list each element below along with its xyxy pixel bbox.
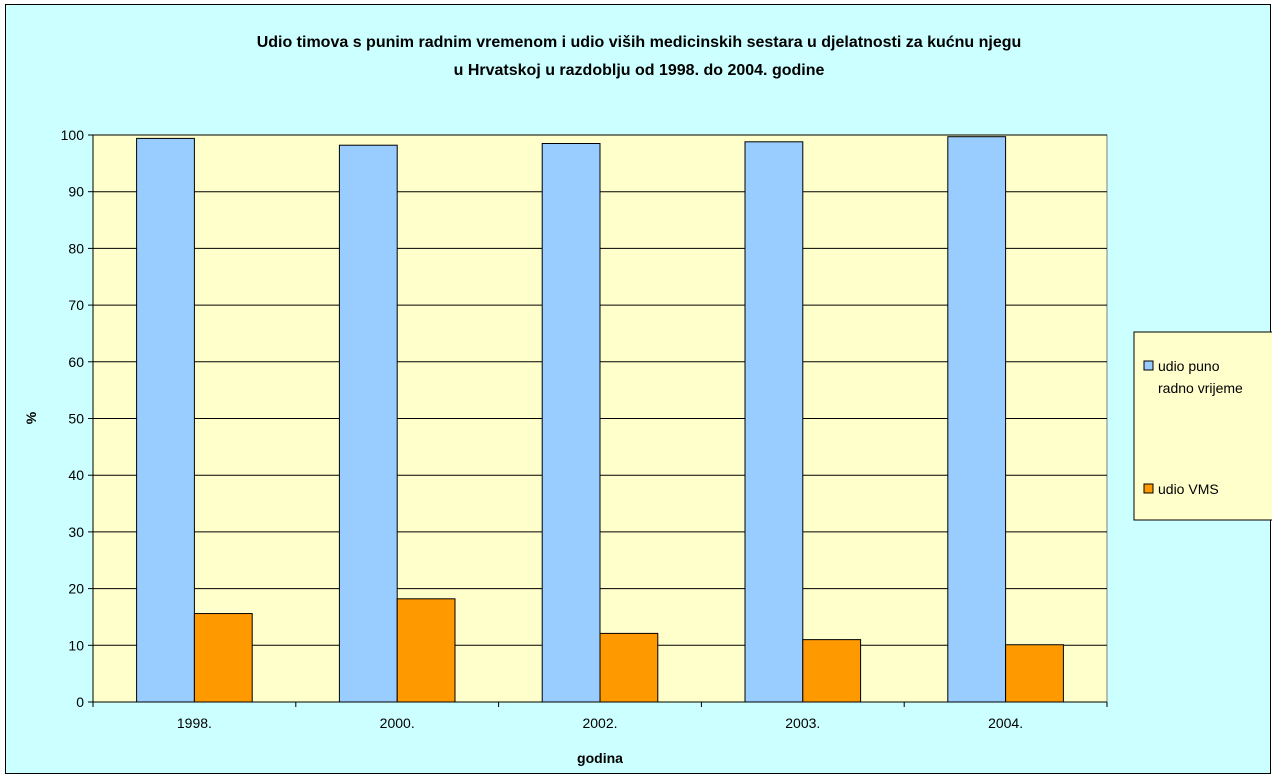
y-tick-label: 100 <box>61 127 85 143</box>
y-tick-label: 80 <box>68 240 84 256</box>
y-tick-label: 90 <box>68 184 84 200</box>
bar-series-1-4 <box>947 136 1007 703</box>
x-tick-label: 2003. <box>785 715 820 731</box>
x-tick-label: 2000. <box>380 715 415 731</box>
legend-label-series-1-line-1: udio puno <box>1158 358 1220 374</box>
x-tick-label: 2004. <box>988 715 1023 731</box>
bar-series-2-0 <box>193 613 253 703</box>
legend-label-series-1-line-2: radno vrijeme <box>1158 380 1243 396</box>
bar-series-1-1 <box>338 144 398 703</box>
bar-series-1-0 <box>136 137 195 703</box>
chart-title-line-2: u Hrvatskoj u razdoblju od 1998. do 2004… <box>454 62 825 79</box>
y-tick-label: 0 <box>76 694 84 710</box>
x-tick-label: 2002. <box>582 715 617 731</box>
y-tick-label: 40 <box>68 467 84 483</box>
x-tick-labels: 1998. 2000. 2002. 2003. 2004. <box>177 715 1023 731</box>
bar-series-2-3 <box>802 639 862 703</box>
legend-swatch-series-2 <box>1143 483 1154 494</box>
chart-title-line-1: Udio timova s punim radnim vremenom i ud… <box>257 34 1022 51</box>
chart-area: Udio timova s punim radnim vremenom i ud… <box>5 4 1272 774</box>
bar-series-1-3 <box>744 141 804 703</box>
y-tick-label: 70 <box>68 297 84 313</box>
y-tick-labels: 0 10 20 30 40 50 60 70 80 90 100 <box>61 127 85 710</box>
legend-swatch-series-1 <box>1143 360 1154 371</box>
bar-series-2-4 <box>1005 644 1064 703</box>
bar-series-1-2 <box>541 143 601 703</box>
legend-label-series-2: udio VMS <box>1158 481 1219 497</box>
y-axis-title: % <box>23 411 39 424</box>
y-tick-label: 60 <box>68 354 84 370</box>
x-tick-label: 1998. <box>177 715 212 731</box>
bar-series-2-1 <box>396 598 456 703</box>
bar-chart: Udio timova s punim radnim vremenom i ud… <box>23 34 1272 766</box>
axes <box>88 134 1108 707</box>
legend-box <box>1133 331 1272 521</box>
y-tick-label: 10 <box>68 637 84 653</box>
y-tick-label: 30 <box>68 524 84 540</box>
y-tick-label: 20 <box>68 581 84 597</box>
bar-series-2-2 <box>599 632 659 703</box>
x-axis-title: godina <box>577 750 623 766</box>
legend: udio puno radno vrijeme udio VMS <box>1133 331 1272 521</box>
y-tick-label: 50 <box>68 411 84 427</box>
